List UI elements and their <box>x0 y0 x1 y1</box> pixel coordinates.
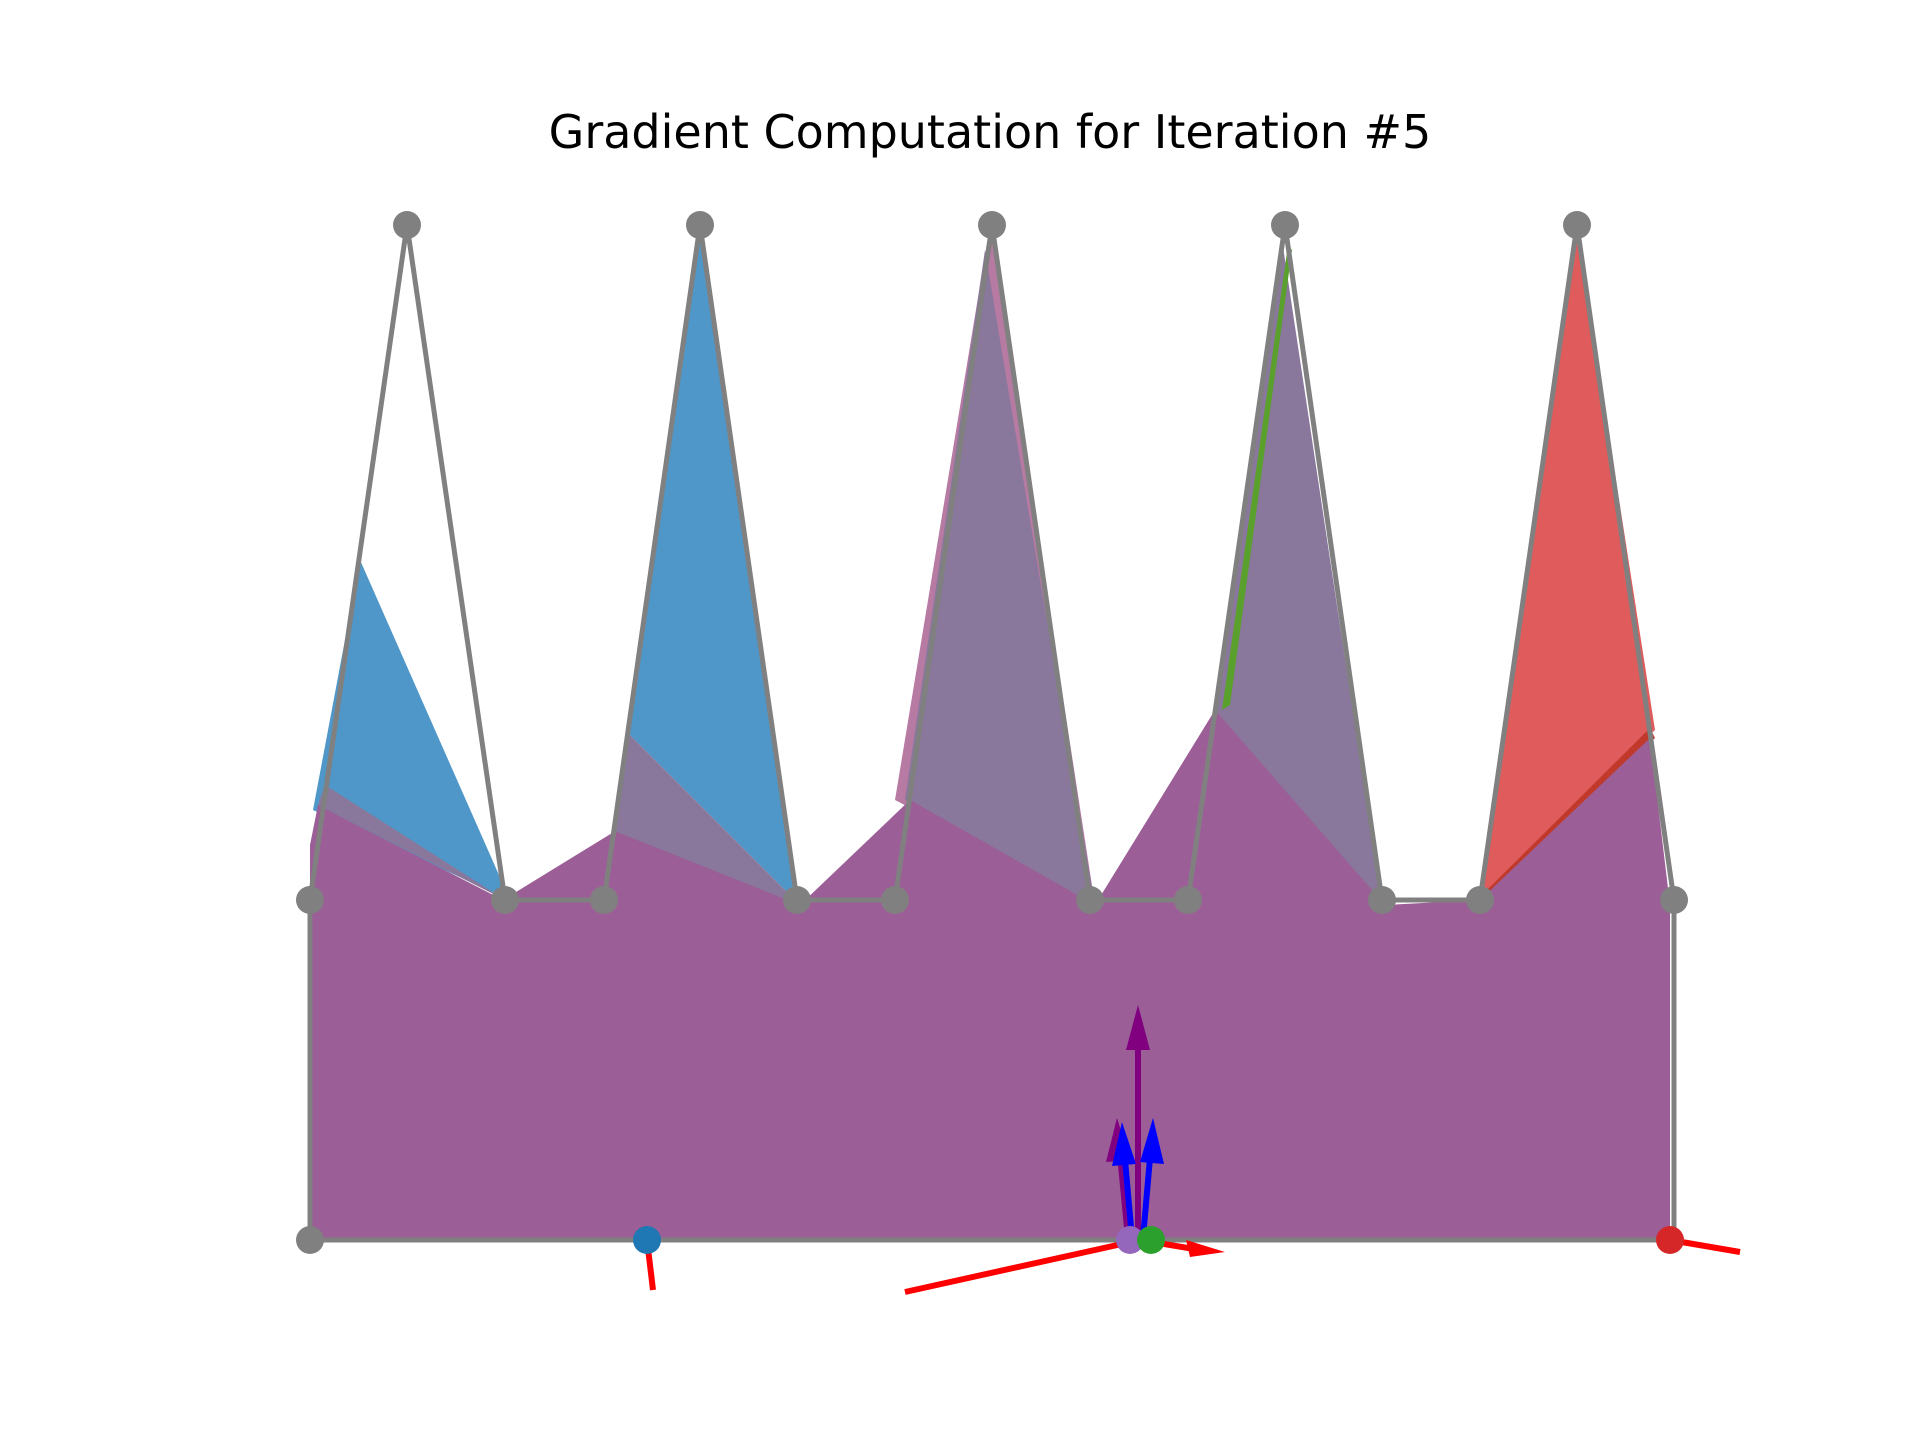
outline-vertices <box>296 211 1688 1254</box>
purple-arrow-line <box>1117 1154 1131 1239</box>
vertex-dot <box>1466 886 1494 914</box>
vertex-dot <box>1368 886 1396 914</box>
base-markers <box>633 1226 1684 1254</box>
vertex-dot <box>978 211 1006 239</box>
blue-arrowhead <box>1112 1122 1136 1166</box>
red-arrow-line <box>904 1237 1141 1295</box>
blue-arrow-line <box>1140 1157 1153 1239</box>
vertex-dot <box>686 211 714 239</box>
vertex-dot <box>783 886 811 914</box>
red-arrowhead <box>1186 1240 1225 1257</box>
vertex-dot <box>590 886 618 914</box>
purple-arrowhead <box>1126 1005 1150 1050</box>
vertex-dot <box>1174 886 1202 914</box>
blue-arrow-line <box>1122 1159 1135 1239</box>
purple-body-region <box>310 710 1670 1240</box>
vertex-dot <box>1076 886 1104 914</box>
spike-1-overlap <box>318 785 505 900</box>
shape-outline <box>307 224 1677 1243</box>
vertex-dot <box>881 886 909 914</box>
spike-3-overlap-region <box>905 250 1095 905</box>
spike-2-overlap <box>612 733 800 905</box>
blue-arrowhead <box>1140 1118 1164 1164</box>
vertex-dot <box>1563 211 1591 239</box>
marker-red <box>1656 1226 1684 1254</box>
marker-green <box>1137 1226 1165 1254</box>
gradient-arrows <box>644 1005 1741 1295</box>
figure-title: Gradient Computation for Iteration #5 <box>549 105 1432 159</box>
vertex-dot <box>296 1226 324 1254</box>
marker-purple <box>1116 1226 1144 1254</box>
spike-4-green-edge <box>1222 245 1292 710</box>
vertex-dot <box>1660 886 1688 914</box>
spike-5-red-region <box>1480 230 1655 900</box>
vertex-dot <box>393 211 421 239</box>
shape-regions <box>310 225 1670 1240</box>
vertex-dot <box>1271 211 1299 239</box>
marker-blue <box>633 1226 661 1254</box>
spike-2-blue-region <box>604 230 800 905</box>
vertex-dot <box>296 886 324 914</box>
vertex-dot <box>491 886 519 914</box>
